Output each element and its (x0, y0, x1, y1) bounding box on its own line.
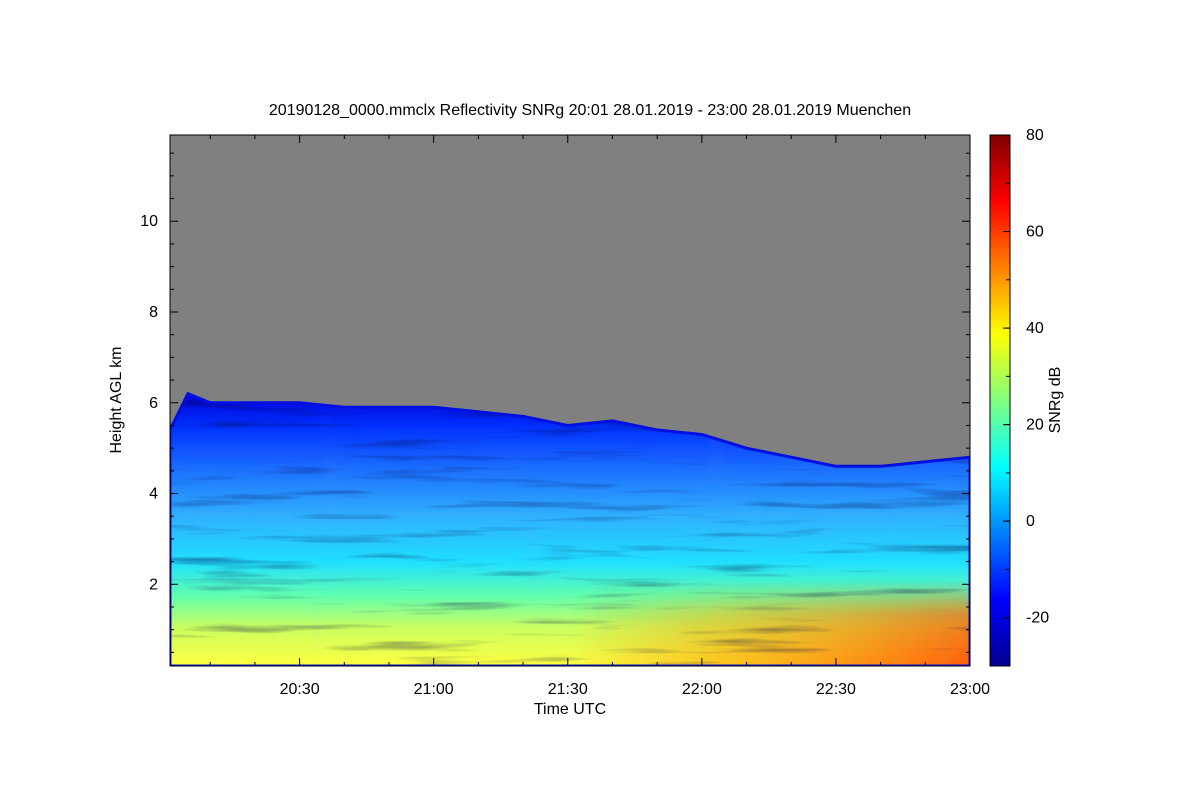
colorbar-tick-label: -20 (1026, 610, 1049, 627)
x-axis-label: Time UTC (534, 701, 606, 718)
plot-frame (169, 134, 971, 667)
echo-streaks (170, 393, 970, 666)
chart-title: 20190128_0000.mmclx Reflectivity SNRg 20… (269, 102, 911, 119)
x-tick-label: 21:00 (414, 681, 454, 698)
colorbar-tick-label: 40 (1026, 320, 1044, 337)
colorbar-label: SNRg dB (1047, 367, 1064, 434)
x-tick-label: 22:00 (682, 681, 722, 698)
y-tick-label: 6 (149, 395, 158, 412)
colorbar-scale (989, 134, 1011, 667)
y-tick-label: 8 (149, 304, 158, 321)
x-tick-label: 23:00 (950, 681, 990, 698)
y-tick-label: 2 (149, 576, 158, 593)
colorbar-tick-label: 0 (1026, 513, 1035, 530)
x-tick-label: 20:30 (280, 681, 320, 698)
y-tick-label: 4 (149, 486, 158, 503)
x-tick-label: 21:30 (548, 681, 588, 698)
plot-area (170, 135, 970, 666)
x-axis: 20:30 21:00 21:30 22:00 22:30 23:00 (209, 135, 990, 698)
y-axis: 2 4 6 8 10 (140, 152, 970, 653)
colorbar-tick-label: 60 (1026, 224, 1044, 241)
y-axis-label: Height AGL km (108, 346, 125, 453)
echo-top-edge (170, 391, 970, 666)
colorbar-tick-label: 20 (1026, 417, 1044, 434)
colorbar-tick-label: 80 (1026, 127, 1044, 144)
y-tick-label: 10 (140, 213, 158, 230)
colorbar: -20 0 20 40 60 80 (989, 127, 1049, 667)
x-tick-label: 22:30 (816, 681, 856, 698)
